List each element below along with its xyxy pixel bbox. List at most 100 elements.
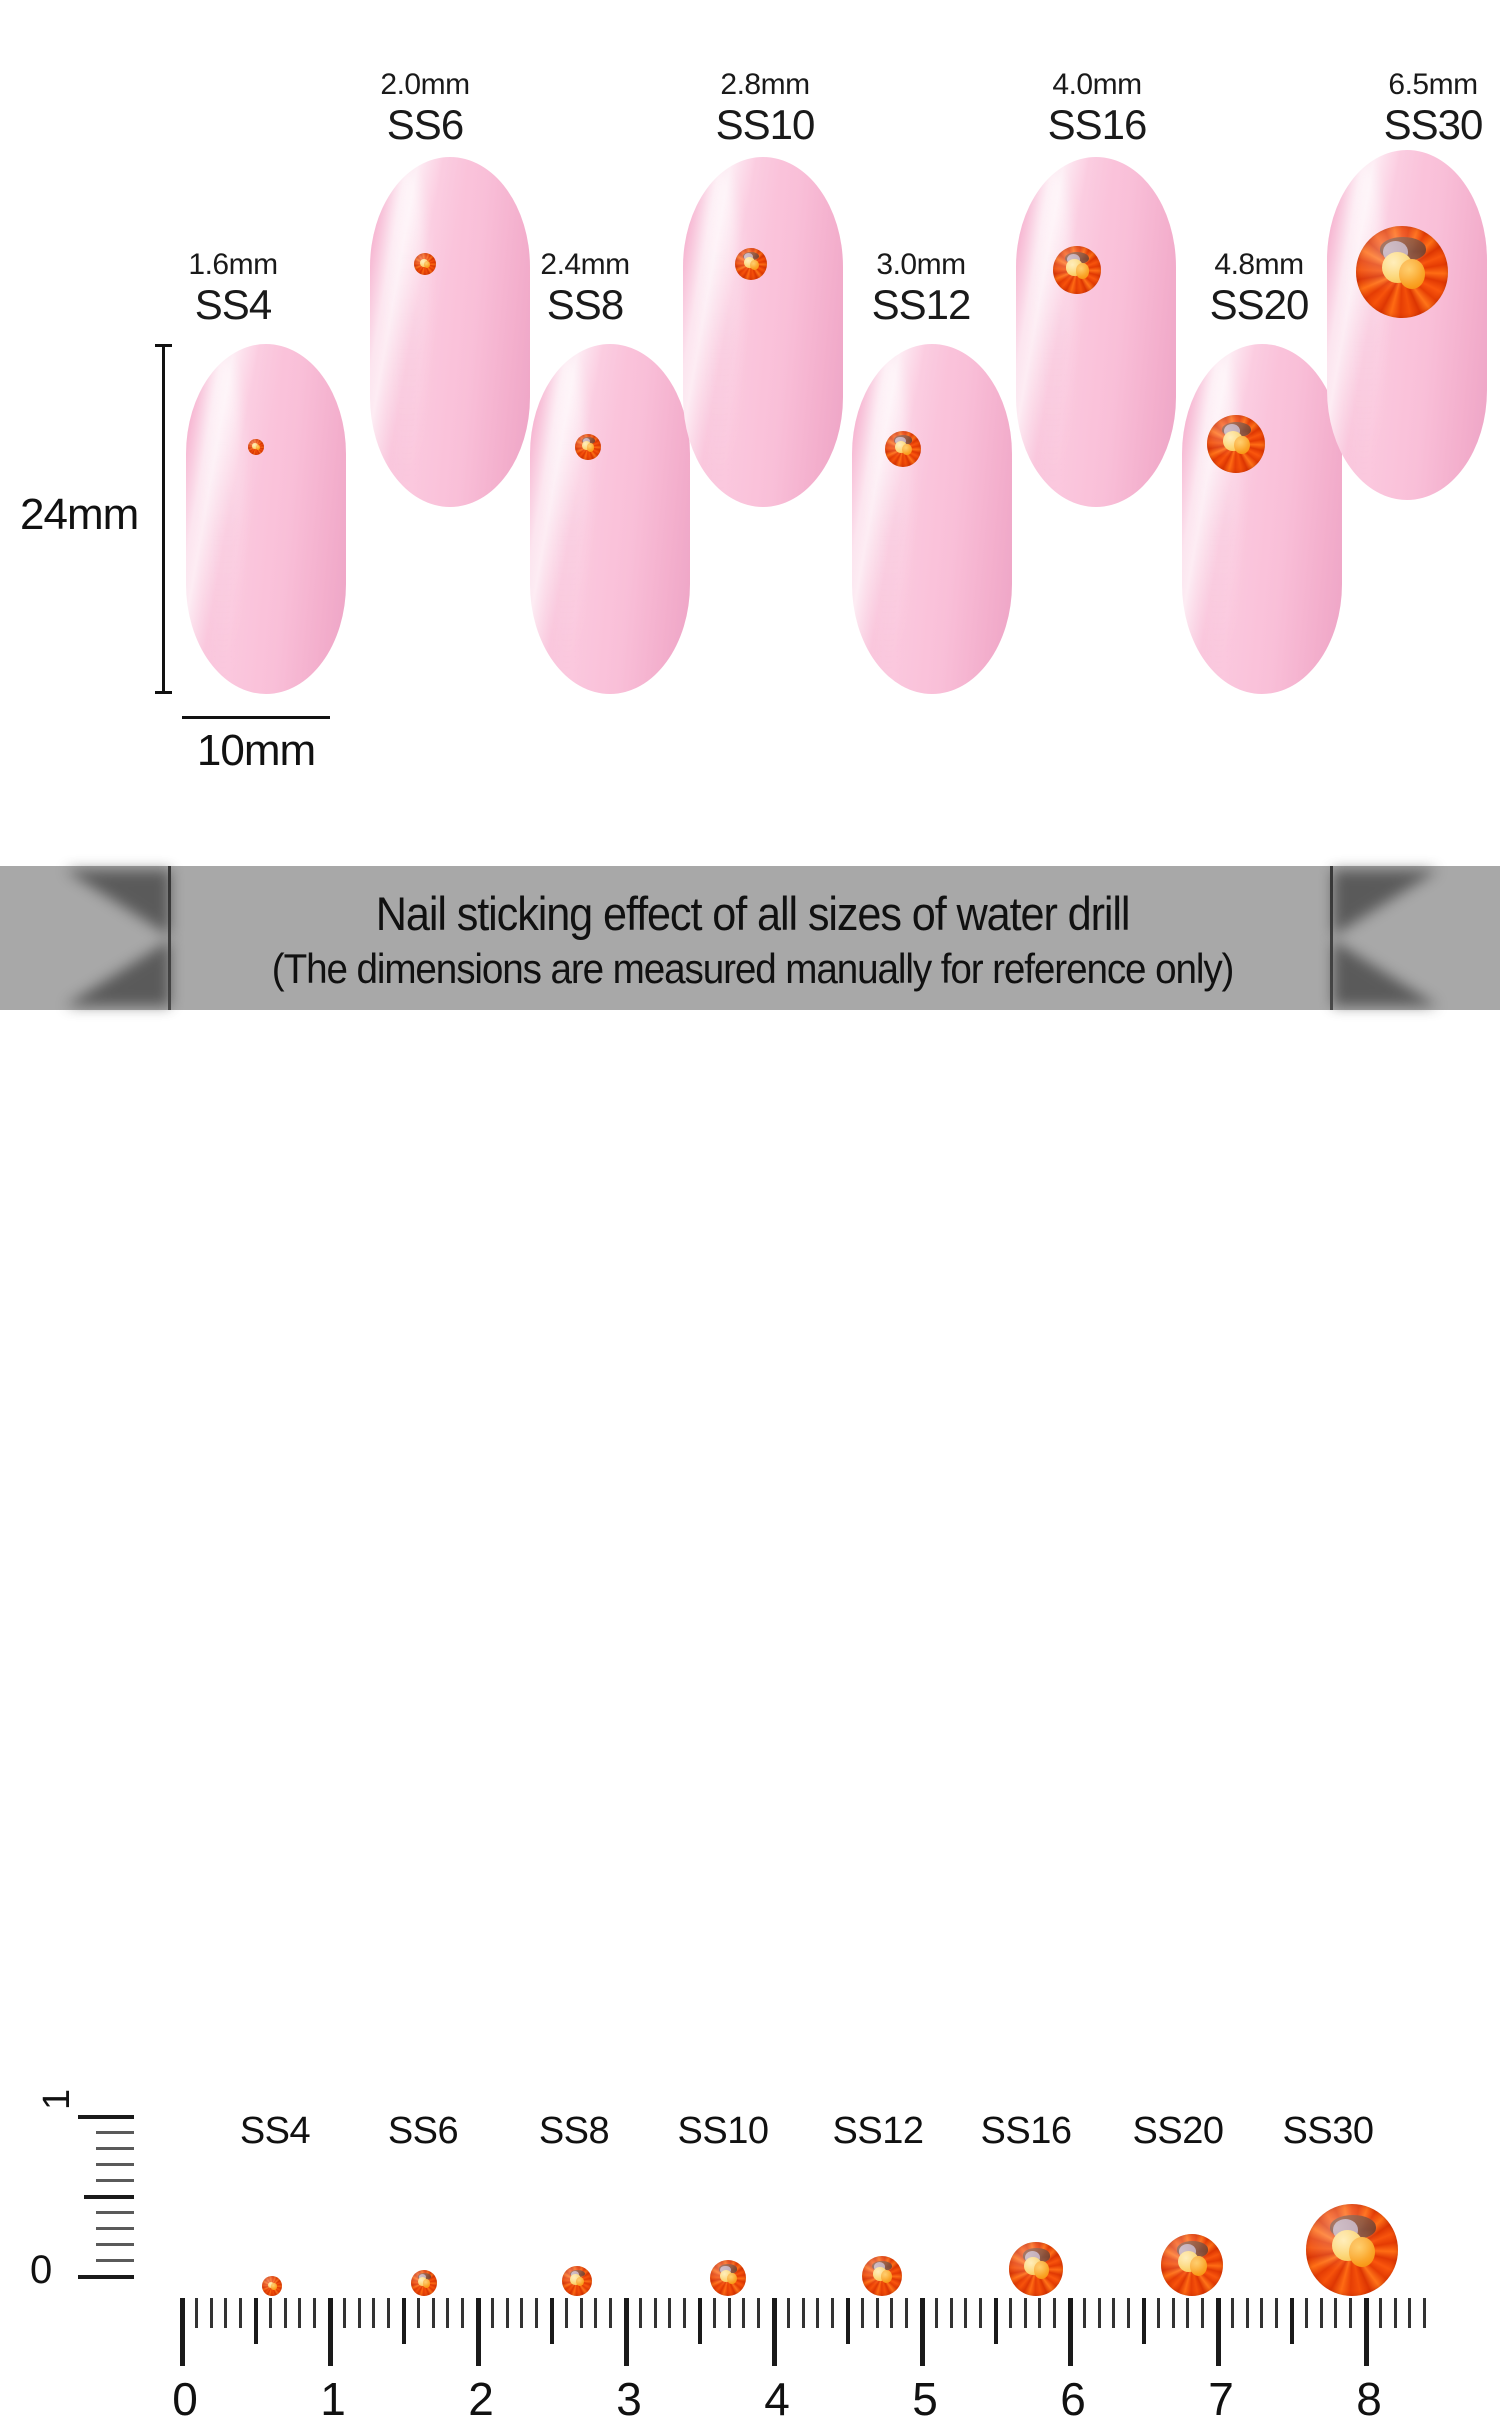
ruler-tick <box>1068 2298 1073 2366</box>
ruler-tick <box>1201 2298 1205 2328</box>
nail-mm-label: 2.0mm <box>380 68 470 101</box>
ruler-tick <box>757 2298 761 2328</box>
ruler-tick <box>860 2298 864 2328</box>
ruler-tick <box>535 2298 539 2328</box>
nail-ss-label: SS30 <box>1383 101 1484 148</box>
vruler-tick <box>96 2131 134 2134</box>
ruler-tick <box>1408 2298 1412 2328</box>
nail-mm-label: 4.0mm <box>1052 68 1142 101</box>
ruler-tick <box>1142 2298 1146 2344</box>
ruler-tick <box>431 2298 435 2328</box>
gem-lilac-reflection <box>744 253 754 261</box>
nail-size-label: 2.8mm SS10 <box>650 68 880 148</box>
ruler-tick <box>1378 2298 1382 2328</box>
rhinestone-gem <box>414 253 436 275</box>
gem-sheen <box>562 2266 592 2296</box>
gem-sheen <box>735 248 767 280</box>
vruler-tick <box>78 2275 134 2279</box>
gem-sheen <box>411 2270 437 2296</box>
ruler-tick <box>1245 2298 1249 2328</box>
ruler-tick <box>1127 2298 1131 2328</box>
ruler-tick <box>1097 2298 1101 2328</box>
ruler-tick <box>1156 2298 1160 2328</box>
nail-shape <box>1016 157 1176 507</box>
nail-size-label: 2.4mm SS8 <box>470 248 700 328</box>
ruler-tick <box>905 2298 909 2328</box>
ruler-tick <box>579 2298 583 2328</box>
nail-display-panel: 1.6mm SS4 2.0mm SS6 2.4mm SS8 2.8mm SS10 3.0mm SS… <box>0 0 1500 866</box>
height-dimension-cap-top <box>155 344 172 347</box>
gem-secondary-highlight <box>1075 263 1089 279</box>
ruler-tick <box>1319 2298 1323 2328</box>
vruler-tick <box>96 2211 134 2214</box>
rhinestone-gem <box>575 434 601 460</box>
nail-mm-label: 6.5mm <box>1388 68 1478 101</box>
ruler-tick <box>550 2298 554 2344</box>
gem-sheen <box>1306 2204 1398 2296</box>
ruler-tick <box>772 2298 777 2366</box>
vruler-tick <box>96 2147 134 2150</box>
ruler-tick <box>875 2298 879 2328</box>
rhinestone-gem <box>1306 2204 1398 2296</box>
stone-size-label-ss10: SS10 <box>677 2110 769 2152</box>
gem-secondary-highlight <box>1399 259 1425 289</box>
nail-size-label: 1.6mm SS4 <box>118 248 348 328</box>
ruler-tick <box>638 2298 642 2328</box>
banner: Nail sticking effect of all sizes of wat… <box>0 866 1500 1010</box>
ruler-tick <box>180 2298 185 2366</box>
rhinestone-gem <box>1009 2242 1063 2296</box>
banner-divider-right <box>1330 866 1333 1010</box>
ruler-tick <box>1023 2298 1027 2328</box>
nail-mm-label: 1.6mm <box>188 248 278 281</box>
ruler-tick <box>1230 2298 1234 2328</box>
ruler-tick <box>1364 2298 1369 2366</box>
nail-size-label: 4.8mm SS20 <box>1144 248 1374 328</box>
rhinestone-gem <box>1356 226 1448 318</box>
nail-ss-label: SS4 <box>194 281 272 328</box>
ruler-tick <box>1038 2298 1042 2328</box>
gem-secondary-highlight <box>255 444 260 450</box>
nail-mm-label: 3.0mm <box>876 248 966 281</box>
gem-sheen <box>575 434 601 460</box>
ruler-tick <box>357 2298 361 2328</box>
ruler-tick <box>1053 2298 1057 2328</box>
gem-lilac-reflection <box>895 436 906 446</box>
gem-secondary-highlight <box>587 443 595 452</box>
rhinestone-gem <box>710 2260 746 2296</box>
banner-title: Nail sticking effect of all sizes of wat… <box>375 887 1131 940</box>
nail-ss-label: SS20 <box>1209 281 1310 328</box>
ruler-tick <box>476 2298 481 2366</box>
ruler-tick <box>668 2298 672 2328</box>
rhinestone-gem <box>248 439 264 455</box>
rhinestone-gem <box>562 2266 592 2296</box>
ruler-number-5: 5 <box>912 2373 938 2425</box>
nail-size-label: 2.0mm SS6 <box>310 68 540 148</box>
gem-core-highlight <box>420 259 428 267</box>
gem-secondary-highlight <box>424 260 431 268</box>
ruler-number-0: 0 <box>172 2373 198 2425</box>
ruler-tick <box>786 2298 790 2328</box>
stone-size-label-ss30: SS30 <box>1282 2110 1374 2152</box>
ruler-tick <box>1008 2298 1012 2328</box>
ruler-tick <box>1393 2298 1397 2328</box>
ruler-tick <box>461 2298 465 2328</box>
ruler-tick <box>564 2298 568 2328</box>
nail-ss-label: SS6 <box>386 101 464 148</box>
nail-ss-label: SS12 <box>871 281 972 328</box>
ruler-number-3: 3 <box>616 2373 642 2425</box>
ruler-tick <box>816 2298 820 2328</box>
gem-lilac-reflection <box>1066 253 1081 266</box>
banner-text-block: Nail sticking effect of all sizes of wat… <box>180 870 1325 1010</box>
ruler-tick <box>298 2298 302 2328</box>
vruler-tick <box>84 2195 134 2199</box>
ruler-tick <box>712 2298 716 2328</box>
nail-size-label: 6.5mm SS30 <box>1318 68 1500 148</box>
gem-sheen <box>248 439 264 455</box>
gem-sheen <box>862 2256 902 2296</box>
ruler-tick <box>283 2298 287 2328</box>
ruler-tick <box>328 2298 333 2366</box>
gem-secondary-highlight <box>1234 435 1251 455</box>
ruler-tick <box>1186 2298 1190 2328</box>
ruler-tick <box>446 2298 450 2328</box>
gem-sheen <box>1053 246 1101 294</box>
